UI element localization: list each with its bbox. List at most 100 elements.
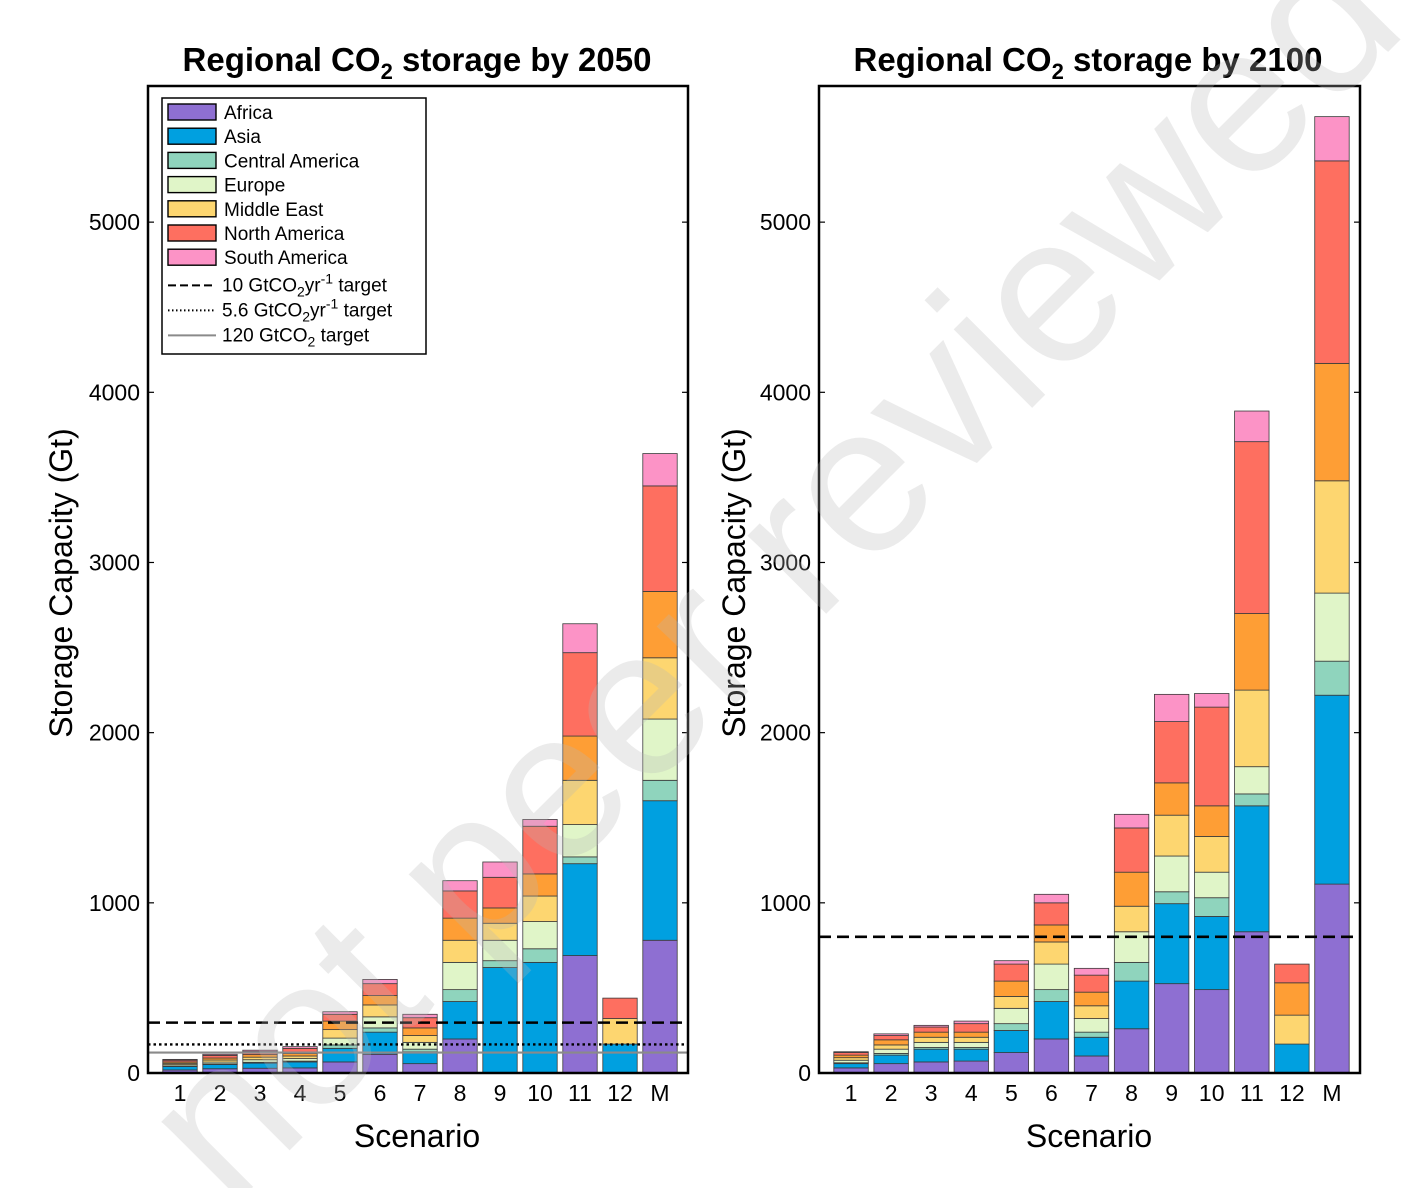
bar-segment-asia (1274, 1043, 1310, 1074)
bar-segment-north-america (993, 980, 1029, 997)
x-tick-label: 6 (374, 1080, 387, 1106)
bar-segment-europe (1194, 871, 1230, 899)
bar-segment-asia (642, 800, 678, 941)
x-tick-label: 5 (1005, 1080, 1018, 1106)
bar-segment-europe (1314, 592, 1350, 662)
bar-segment-central-america (1073, 1031, 1110, 1038)
x-tick-label: 8 (454, 1080, 467, 1106)
y-tick-label: 5000 (760, 209, 811, 235)
bar-segment-middle-east (1033, 941, 1070, 965)
legend-swatch (167, 151, 217, 170)
x-tick-label: 10 (1199, 1080, 1225, 1106)
bar-segment-africa (913, 1061, 949, 1074)
bar-segment-africa (1073, 1055, 1110, 1074)
bar-segment-north-america (873, 1035, 909, 1041)
bar-segment-africa (953, 1060, 989, 1074)
x-tick-label: 12 (607, 1080, 633, 1106)
bar-segment-asia (602, 1043, 638, 1074)
bar-segment-middle-east (1154, 814, 1190, 857)
bar-segment-north-america (1234, 613, 1270, 691)
bar-segment-north-america (1274, 982, 1310, 1016)
plot-frame (817, 84, 1362, 1075)
bar-segment-asia (482, 967, 518, 1074)
bar-segment-central-america (1113, 961, 1150, 982)
bar-segment-south-america (1113, 813, 1150, 829)
bar-segment-north-america (1073, 991, 1110, 1007)
plot-frame (146, 84, 690, 1075)
x-tick-label: 2 (214, 1080, 227, 1106)
legend-label: Middle East (224, 200, 324, 221)
bar-segment-north-america (1154, 782, 1190, 816)
legend-label: South America (224, 248, 348, 269)
x-tick-label: 9 (1165, 1080, 1178, 1106)
bar-segment-asia (1234, 805, 1270, 933)
bar-segment-middle-east (953, 1036, 989, 1043)
x-tick-label: 5 (334, 1080, 347, 1106)
bar-segment-africa (562, 955, 598, 1074)
bar-segment-europe (953, 1041, 989, 1048)
y-tick-label: 1000 (89, 890, 140, 916)
x-tick-label: M (1322, 1080, 1341, 1106)
x-tick-label: 9 (494, 1080, 507, 1106)
bar-segment-north-america (913, 1031, 949, 1038)
bar-segment-south-america (1154, 693, 1190, 722)
bar-segment-central-america (1314, 660, 1350, 696)
x-tick-label: 1 (174, 1080, 187, 1106)
bar-segment-north-america (482, 876, 518, 909)
bar-segment-south-america (362, 979, 398, 985)
legend-swatch (167, 103, 217, 121)
legend-swatch (167, 200, 217, 218)
bar-segment-africa (442, 1038, 478, 1074)
title-subscript: 2 (381, 59, 393, 84)
y-tick-label: 4000 (760, 379, 811, 405)
x-tick-label: 1 (845, 1080, 858, 1106)
title-prefix: Regional CO (854, 41, 1052, 78)
title-prefix: Regional CO (183, 41, 381, 78)
legend-swatch (167, 248, 217, 266)
y-axis-label: Storage Capacity (Gt) (43, 428, 79, 737)
bar-segment-asia (1194, 916, 1230, 991)
bar-segment-north-america (562, 735, 598, 781)
bar-segment-europe (1073, 1018, 1110, 1033)
bar-segment-south-america (162, 1058, 198, 1061)
bar-segment-africa (873, 1063, 909, 1074)
bar-segment-south-america (953, 1020, 989, 1025)
bar-segment-north-america (953, 1023, 989, 1033)
y-tick-label: 4000 (89, 379, 140, 405)
bar-segment-south-america (322, 1011, 358, 1015)
bar-segment-europe (1234, 766, 1270, 795)
x-tick-label: 3 (925, 1080, 938, 1106)
bar-segment-europe (913, 1041, 949, 1048)
bar-segment-south-america (873, 1033, 909, 1036)
bar-segment-south-america (1234, 410, 1270, 443)
bar-segment-africa (1314, 883, 1350, 1074)
bar-segment-north-america (1113, 871, 1150, 907)
bar-segment-central-america (993, 1023, 1029, 1031)
legend-label: 10 GtCO2yr-1 target (222, 270, 388, 299)
x-axis-label: Scenario (354, 1118, 480, 1154)
bar-segment-middle-east (873, 1044, 909, 1050)
legend: Africa Asia Central America Europe Middle Ea… (161, 97, 427, 355)
bar-segment-north-america (993, 963, 1029, 982)
legend-label: 5.6 GtCO2yr-1 target (222, 295, 393, 324)
bar-segment-middle-east (993, 996, 1029, 1009)
bar-segment-north-america (1113, 827, 1150, 873)
x-tick-label: M (650, 1080, 669, 1106)
bar-segment-north-america (602, 997, 638, 1019)
x-tick-label: 7 (1085, 1080, 1098, 1106)
x-tick-label: 4 (294, 1080, 307, 1106)
bar-segment-middle-east (1073, 1005, 1110, 1019)
bar-segment-north-america (873, 1039, 909, 1046)
legend-label: Central America (224, 151, 360, 172)
bar-segment-north-america (1234, 441, 1270, 614)
bar-segment-asia (442, 1001, 478, 1040)
bar-segment-africa (1113, 1028, 1150, 1074)
bar-segment-north-america (1154, 721, 1190, 784)
x-tick-label: 8 (1125, 1080, 1138, 1106)
bar-segment-africa (1154, 983, 1190, 1074)
bar-segment-north-america (953, 1031, 989, 1038)
x-tick-label: 7 (414, 1080, 427, 1106)
bar-segment-north-america (1033, 902, 1070, 926)
